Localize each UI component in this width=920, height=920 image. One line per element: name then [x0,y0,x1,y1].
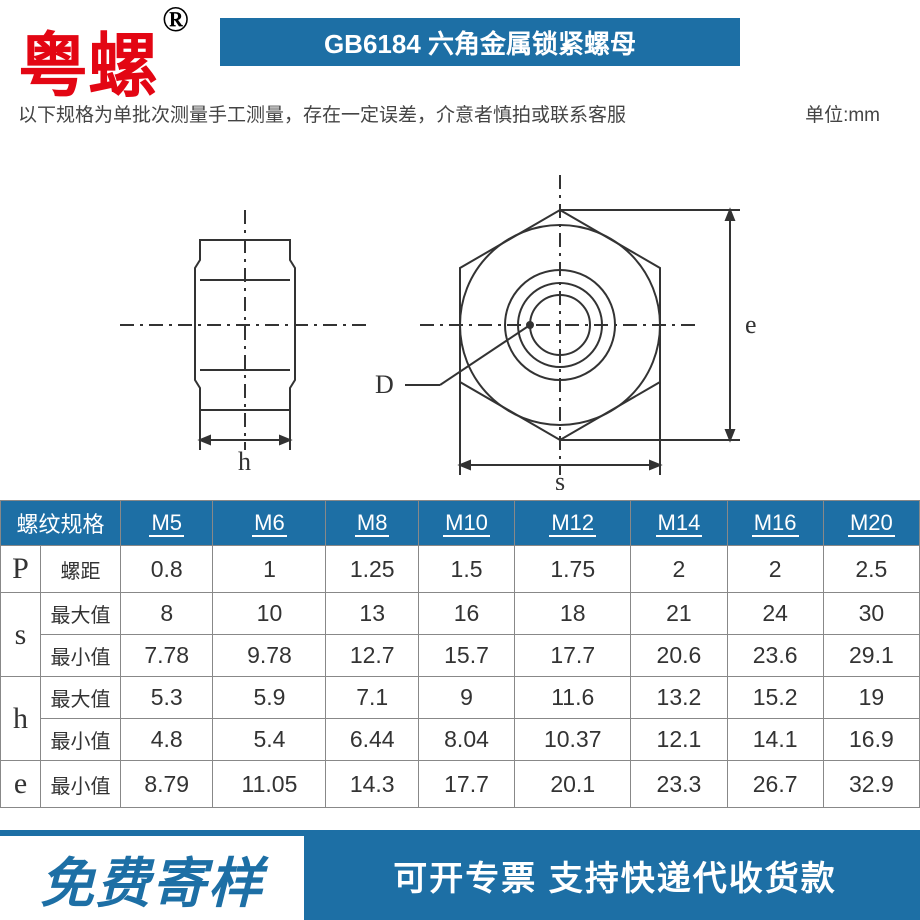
cell-value: 2 [727,546,823,593]
cell-value: 18 [515,593,631,635]
cell-value: 13 [326,593,418,635]
measurement-note: 以下规格为单批次测量手工测量，存在一定误差，介意者慎拍或联系客服 [18,100,626,127]
cell-value: 19 [823,677,919,719]
cell-value: 5.3 [121,677,213,719]
dim-D-label: D [375,370,394,399]
row-sublabel: 最大值 [41,677,121,719]
row-sublabel: 螺距 [41,546,121,593]
cell-value: 8.79 [121,761,213,808]
title-banner: GB6184 六角金属锁紧螺母 [220,18,740,66]
cell-value: 9 [418,677,514,719]
cell-value: 17.7 [418,761,514,808]
cell-value: 12.7 [326,635,418,677]
row-sublabel: 最小值 [41,635,121,677]
table-row: 最小值7.789.7812.715.717.720.623.629.1 [1,635,920,677]
cell-value: 30 [823,593,919,635]
cell-value: 24 [727,593,823,635]
row-group-symbol: P [1,546,41,593]
title-text: GB6184 六角金属锁紧螺母 [324,24,636,61]
footer-right: 可开专票 支持快递代收货款 [310,830,920,920]
table-row: h最大值5.35.97.1911.613.215.219 [1,677,920,719]
cell-value: 23.3 [631,761,727,808]
footer-right-text: 可开专票 支持快递代收货款 [393,851,836,900]
col-header-size: M8 [326,501,418,546]
cell-value: 32.9 [823,761,919,808]
brand-logo: 粤螺® [18,10,185,111]
row-sublabel: 最大值 [41,593,121,635]
cell-value: 13.2 [631,677,727,719]
cell-value: 11.05 [213,761,326,808]
col-header-size: M10 [418,501,514,546]
cell-value: 1.25 [326,546,418,593]
cell-value: 29.1 [823,635,919,677]
cell-value: 0.8 [121,546,213,593]
dim-e-label: e [745,310,757,339]
row-group-symbol: h [1,677,41,761]
footer-left: 免费寄样 [0,830,310,920]
brand-symbol: ® [162,0,189,39]
cell-value: 10 [213,593,326,635]
cell-value: 6.44 [326,719,418,761]
row-group-symbol: e [1,761,41,808]
cell-value: 23.6 [727,635,823,677]
col-header-spec: 螺纹规格 [1,501,121,546]
cell-value: 4.8 [121,719,213,761]
cell-value: 9.78 [213,635,326,677]
technical-diagram: h [60,150,860,490]
col-header-size: M14 [631,501,727,546]
footer-left-text: 免费寄样 [40,839,264,918]
cell-value: 7.78 [121,635,213,677]
cell-value: 1.75 [515,546,631,593]
col-header-size: M6 [213,501,326,546]
unit-label: 单位:mm [805,100,880,127]
cell-value: 17.7 [515,635,631,677]
cell-value: 2.5 [823,546,919,593]
cell-value: 26.7 [727,761,823,808]
cell-value: 15.7 [418,635,514,677]
cell-value: 11.6 [515,677,631,719]
cell-value: 5.4 [213,719,326,761]
footer-banner: 免费寄样 可开专票 支持快递代收货款 [0,830,920,920]
cell-value: 21 [631,593,727,635]
table-row: s最大值810131618212430 [1,593,920,635]
row-sublabel: 最小值 [41,761,121,808]
cell-value: 8.04 [418,719,514,761]
row-group-symbol: s [1,593,41,677]
cell-value: 1.5 [418,546,514,593]
table-row: 最小值4.85.46.448.0410.3712.114.116.9 [1,719,920,761]
cell-value: 16 [418,593,514,635]
dim-s-label: s [555,467,565,490]
cell-value: 14.3 [326,761,418,808]
cell-value: 15.2 [727,677,823,719]
cell-value: 20.6 [631,635,727,677]
col-header-size: M12 [515,501,631,546]
cell-value: 2 [631,546,727,593]
table-header-row: 螺纹规格 M5M6M8M10M12M14M16M20 [1,501,920,546]
cell-value: 8 [121,593,213,635]
row-sublabel: 最小值 [41,719,121,761]
col-header-size: M16 [727,501,823,546]
brand-text: 粤螺 [18,29,158,106]
cell-value: 10.37 [515,719,631,761]
cell-value: 12.1 [631,719,727,761]
cell-value: 7.1 [326,677,418,719]
dim-h-label: h [238,447,251,476]
cell-value: 1 [213,546,326,593]
cell-value: 20.1 [515,761,631,808]
col-header-size: M20 [823,501,919,546]
table-row: P螺距0.811.251.51.75222.5 [1,546,920,593]
cell-value: 14.1 [727,719,823,761]
cell-value: 16.9 [823,719,919,761]
table-row: e最小值8.7911.0514.317.720.123.326.732.9 [1,761,920,808]
cell-value: 5.9 [213,677,326,719]
spec-table: 螺纹规格 M5M6M8M10M12M14M16M20 P螺距0.811.251.… [0,500,920,808]
col-header-size: M5 [121,501,213,546]
